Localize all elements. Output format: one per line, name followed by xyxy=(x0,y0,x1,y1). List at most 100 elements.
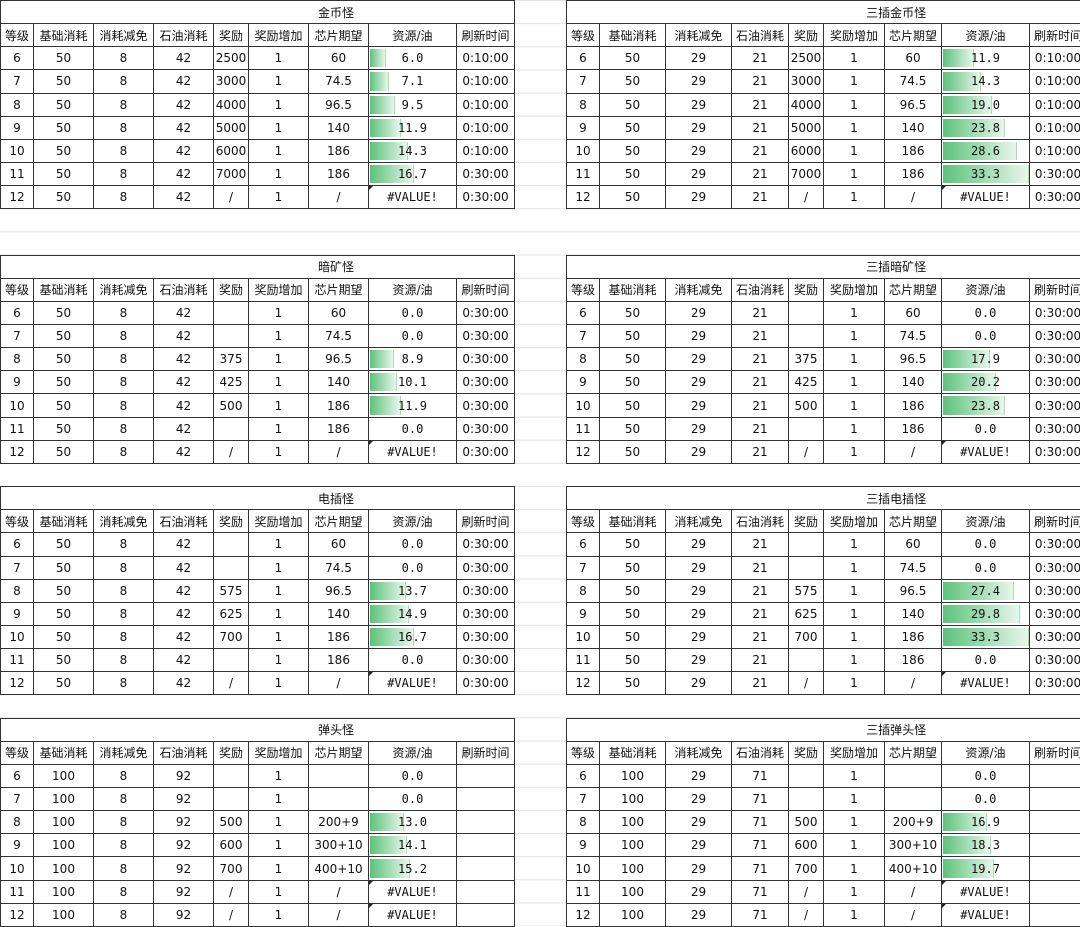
table-cell[interactable]: 0:10:00 xyxy=(457,116,515,139)
table-cell[interactable]: 21 xyxy=(732,348,789,371)
resource-per-oil-cell[interactable]: 0.0 xyxy=(942,301,1030,324)
table-cell[interactable]: / xyxy=(885,440,942,463)
resource-per-oil-cell[interactable]: 16.9 xyxy=(942,811,1030,834)
column-header[interactable]: 石油消耗 xyxy=(154,278,214,301)
table-cell[interactable]: 96.5 xyxy=(309,93,369,116)
table-cell[interactable]: 100 xyxy=(34,788,94,811)
table-cell[interactable]: 1 xyxy=(249,139,309,162)
table-cell[interactable]: 29 xyxy=(666,788,732,811)
table-cell[interactable]: 1 xyxy=(249,834,309,857)
table-cell[interactable]: 8 xyxy=(94,70,154,93)
table-cell[interactable]: 100 xyxy=(600,903,666,926)
table-cell[interactable]: 96.5 xyxy=(309,348,369,371)
table-cell[interactable]: 21 xyxy=(732,417,789,440)
column-header[interactable]: 石油消耗 xyxy=(732,278,789,301)
column-header[interactable]: 等级 xyxy=(1,24,34,47)
column-header[interactable]: 芯片期望 xyxy=(885,24,942,47)
table-cell[interactable]: 21 xyxy=(732,579,789,602)
table-cell[interactable] xyxy=(214,788,249,811)
table-cell[interactable]: 8 xyxy=(94,880,154,903)
table-cell[interactable]: 700 xyxy=(789,857,824,880)
table-cell[interactable]: 71 xyxy=(732,788,789,811)
table-cell[interactable]: 8 xyxy=(94,325,154,348)
table-cell[interactable]: 8 xyxy=(94,788,154,811)
table-cell[interactable]: 29 xyxy=(666,602,732,625)
table-cell[interactable]: 8 xyxy=(94,649,154,672)
resource-per-oil-cell[interactable]: 11.9 xyxy=(942,47,1030,70)
table-cell[interactable]: 50 xyxy=(600,325,666,348)
column-header[interactable]: 石油消耗 xyxy=(732,741,789,764)
table-cell[interactable]: 6 xyxy=(567,47,600,70)
table-cell[interactable]: 8 xyxy=(567,348,600,371)
table-cell[interactable] xyxy=(214,649,249,672)
table-cell[interactable]: 42 xyxy=(154,162,214,185)
column-header[interactable]: 奖励增加 xyxy=(249,741,309,764)
table-cell[interactable]: 10 xyxy=(1,394,34,417)
table-cell[interactable]: 50 xyxy=(34,186,94,209)
resource-per-oil-cell[interactable]: 0.0 xyxy=(942,649,1030,672)
table-cell[interactable]: / xyxy=(789,903,824,926)
resource-per-oil-cell[interactable]: #VALUE! xyxy=(942,672,1030,695)
table-cell[interactable] xyxy=(457,764,515,787)
table-cell[interactable] xyxy=(789,325,824,348)
table-cell[interactable]: 186 xyxy=(309,625,369,648)
table-cell[interactable]: 21 xyxy=(732,602,789,625)
column-header[interactable]: 基础消耗 xyxy=(600,510,666,533)
table-cell[interactable]: 140 xyxy=(309,602,369,625)
table-cell[interactable]: 1 xyxy=(249,602,309,625)
table-cell[interactable]: 5000 xyxy=(789,116,824,139)
table-cell[interactable]: 8 xyxy=(1,93,34,116)
table-cell[interactable]: 500 xyxy=(214,811,249,834)
table-cell[interactable]: 29 xyxy=(666,440,732,463)
table-cell[interactable]: 50 xyxy=(34,139,94,162)
table-cell[interactable]: 0:30:00 xyxy=(457,649,515,672)
table-cell[interactable]: 9 xyxy=(1,602,34,625)
table-cell[interactable]: 29 xyxy=(666,533,732,556)
table-cell[interactable]: 50 xyxy=(600,579,666,602)
resource-per-oil-cell[interactable]: 19.0 xyxy=(942,93,1030,116)
table-cell[interactable]: 29 xyxy=(666,579,732,602)
table-cell[interactable]: 1 xyxy=(249,811,309,834)
table-cell[interactable]: 500 xyxy=(789,394,824,417)
table-cell[interactable]: 50 xyxy=(600,301,666,324)
column-header[interactable]: 奖励 xyxy=(789,278,824,301)
table-cell[interactable]: 6 xyxy=(567,301,600,324)
resource-per-oil-cell[interactable]: 14.3 xyxy=(942,70,1030,93)
table-cell[interactable]: 50 xyxy=(600,93,666,116)
table-cell[interactable]: 50 xyxy=(34,672,94,695)
table-cell[interactable]: 8 xyxy=(1,348,34,371)
table-cell[interactable]: 7 xyxy=(1,788,34,811)
table-cell[interactable]: 74.5 xyxy=(885,556,942,579)
table-cell[interactable]: 42 xyxy=(154,371,214,394)
column-header[interactable]: 奖励增加 xyxy=(249,510,309,533)
table-cell[interactable]: 42 xyxy=(154,325,214,348)
table-cell[interactable]: 0:30:00 xyxy=(1030,371,1080,394)
table-cell[interactable]: 60 xyxy=(885,47,942,70)
table-title[interactable]: 金币怪 xyxy=(1,1,515,24)
table-cell[interactable]: 140 xyxy=(885,371,942,394)
table-cell[interactable] xyxy=(1030,788,1080,811)
table-cell[interactable]: 700 xyxy=(214,857,249,880)
column-header[interactable]: 芯片期望 xyxy=(309,278,369,301)
resource-per-oil-cell[interactable]: 13.0 xyxy=(369,811,457,834)
table-cell[interactable]: 3000 xyxy=(214,70,249,93)
table-cell[interactable]: 11 xyxy=(1,417,34,440)
table-cell[interactable]: 1 xyxy=(249,371,309,394)
table-cell[interactable]: 29 xyxy=(666,116,732,139)
table-cell[interactable]: 29 xyxy=(666,556,732,579)
table-cell[interactable]: / xyxy=(214,672,249,695)
table-cell[interactable]: 1 xyxy=(824,649,885,672)
table-cell[interactable]: 1 xyxy=(249,903,309,926)
table-cell[interactable]: 186 xyxy=(885,394,942,417)
table-cell[interactable]: 1 xyxy=(824,394,885,417)
table-cell[interactable]: 12 xyxy=(1,672,34,695)
resource-per-oil-cell[interactable]: 11.9 xyxy=(369,394,457,417)
column-header[interactable]: 基础消耗 xyxy=(34,510,94,533)
column-header[interactable]: 资源/油 xyxy=(369,741,457,764)
column-header[interactable]: 消耗减免 xyxy=(94,24,154,47)
resource-per-oil-cell[interactable]: 19.7 xyxy=(942,857,1030,880)
table-cell[interactable]: 29 xyxy=(666,649,732,672)
column-header[interactable]: 奖励 xyxy=(214,278,249,301)
column-header[interactable]: 石油消耗 xyxy=(732,510,789,533)
table-cell[interactable]: 0:30:00 xyxy=(1030,440,1080,463)
